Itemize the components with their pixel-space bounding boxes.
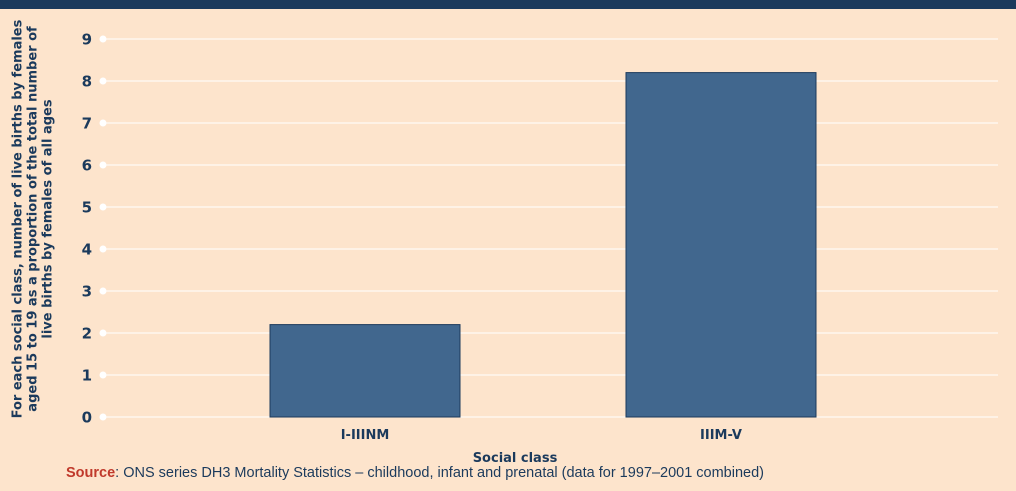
y-tick-marker: [99, 287, 107, 295]
x-tick-label: IIIM-V: [700, 428, 742, 443]
y-tick-marker: [99, 245, 107, 253]
source-text: : ONS series DH3 Mortality Statistics – …: [115, 465, 764, 481]
y-tick-marker: [99, 35, 107, 43]
y-tick-label: 7: [82, 115, 92, 133]
gridlines: [103, 38, 998, 418]
x-axis-label: Social class: [473, 451, 558, 466]
y-tick-label: 1: [82, 367, 92, 385]
y-axis-ticks: 0 1 2 3 4 5 6 7 8 9: [82, 31, 107, 427]
y-tick-label: 2: [82, 325, 92, 343]
x-tick-label: I-IIINM: [341, 428, 390, 443]
y-tick-label: 9: [82, 31, 92, 49]
y-tick-label: 6: [82, 157, 92, 175]
bar: [625, 72, 817, 418]
y-tick-marker: [99, 371, 107, 379]
y-tick-label: 0: [82, 409, 92, 427]
source-key: Source: [66, 465, 116, 481]
bars: [269, 72, 817, 418]
y-tick-label: 8: [82, 73, 92, 91]
source-note: Source: ONS series DH3 Mortality Statist…: [66, 465, 764, 481]
y-tick-marker: [99, 329, 107, 337]
y-tick-marker: [99, 203, 107, 211]
y-tick-label: 3: [82, 283, 92, 301]
x-axis-ticks: I-IIINM IIIM-V: [341, 428, 742, 443]
y-tick-marker: [99, 119, 107, 127]
y-tick-label: 5: [82, 199, 92, 217]
top-band: [0, 0, 1016, 9]
y-tick-label: 4: [82, 241, 92, 259]
y-tick-marker: [99, 77, 107, 85]
y-tick-marker: [99, 413, 107, 421]
bar: [269, 324, 461, 418]
y-tick-marker: [99, 161, 107, 169]
